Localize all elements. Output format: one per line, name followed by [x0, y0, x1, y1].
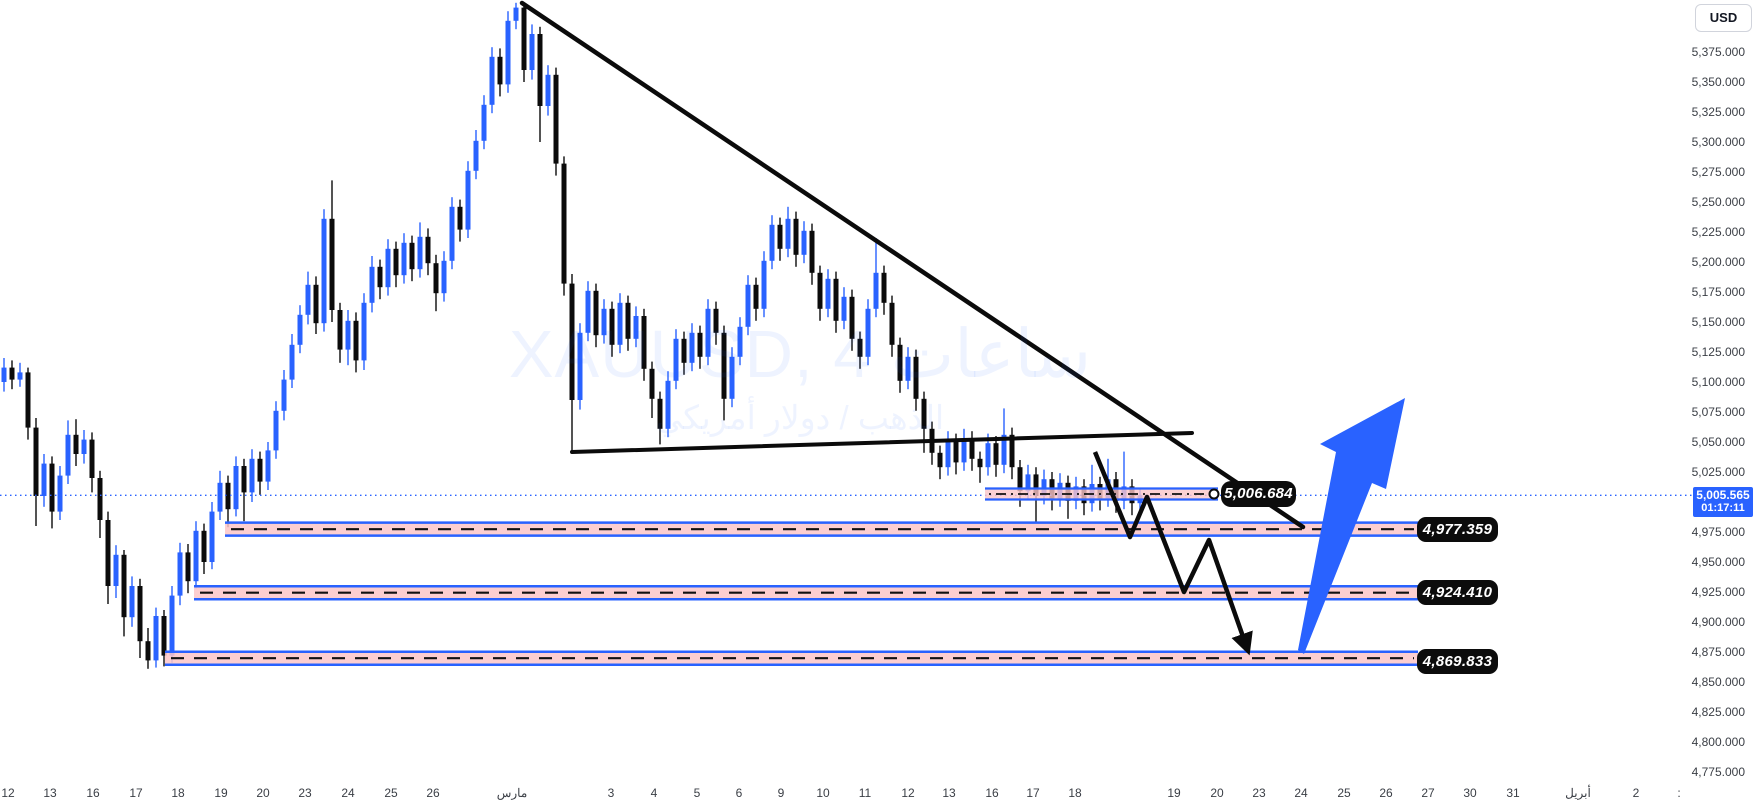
price-tick-label: 5,375.000: [1691, 45, 1745, 59]
price-tick-label: 4,775.000: [1691, 765, 1745, 779]
time-tick-label: أبريل: [1565, 786, 1591, 800]
time-tick-label: 27: [1421, 786, 1435, 800]
time-tick-label: 9: [777, 786, 785, 800]
price-tick-label: 5,225.000: [1691, 225, 1745, 239]
time-tick-label: 13: [43, 786, 57, 800]
time-tick-label: 23: [298, 786, 312, 800]
price-tick-label: 4,975.000: [1691, 525, 1745, 539]
time-tick-label: 26: [426, 786, 440, 800]
price-tick-label: 5,125.000: [1691, 345, 1745, 359]
time-tick-label: 12: [901, 786, 915, 800]
price-tick-label: 5,200.000: [1691, 255, 1745, 269]
time-tick-label: 13: [942, 786, 956, 800]
time-tick-label: مارس: [496, 786, 528, 800]
price-level-label-5006[interactable]: 5,006.684: [1221, 480, 1296, 507]
price-axis[interactable]: 5,375.000 5,350.000 5,325.000 5,300.000 5,27…: [1691, 0, 1753, 779]
time-tick-label: 20: [256, 786, 270, 800]
time-tick-label: 25: [1337, 786, 1351, 800]
price-tick-label: 5,275.000: [1691, 165, 1745, 179]
time-tick-label: 19: [1167, 786, 1181, 800]
price-level-label-4924[interactable]: 4,924.410: [1417, 580, 1498, 606]
price-tick-label: 4,925.000: [1691, 585, 1745, 599]
price-tick-label: 5,175.000: [1691, 285, 1745, 299]
time-tick-label: :: [1677, 786, 1681, 800]
time-tick-label: 24: [341, 786, 355, 800]
price-tick-label: 5,075.000: [1691, 405, 1745, 419]
time-tick-label: 6: [735, 786, 743, 800]
price-tick-label: 5,300.000: [1691, 135, 1745, 149]
support-resistance-zones: [165, 487, 1418, 666]
time-tick-label: 2: [1632, 786, 1640, 800]
price-tick-label: 4,950.000: [1691, 555, 1745, 569]
price-level-label-4977[interactable]: 4,977.359: [1417, 516, 1498, 542]
time-tick-label: 3: [607, 786, 615, 800]
currency-toggle-button[interactable]: USD: [1695, 4, 1752, 32]
price-tick-label: 5,350.000: [1691, 75, 1745, 89]
time-tick-label: 17: [129, 786, 143, 800]
time-tick-label: 20: [1210, 786, 1224, 800]
time-tick-label: 23: [1252, 786, 1266, 800]
price-tick-label: 5,150.000: [1691, 315, 1745, 329]
current-price-badge: 5,005.565 01:17:11: [1693, 487, 1753, 518]
time-tick-label: 16: [985, 786, 999, 800]
price-tick-label: 4,875.000: [1691, 645, 1745, 659]
time-tick-label: 17: [1026, 786, 1040, 800]
time-axis[interactable]: 12 13 16 17 18 19 20 23 24 25 26 مارس 3 4 5 6 9 10 11 12 13 1…: [0, 778, 1753, 811]
price-tick-label: 4,825.000: [1691, 705, 1745, 719]
time-tick-label: 11: [858, 786, 872, 800]
time-tick-label: 12: [1, 786, 15, 800]
current-price-value: 5,005.565: [1696, 488, 1750, 503]
time-tick-label: 5: [693, 786, 701, 800]
projection-zigzag-arrow: [1092, 451, 1253, 656]
time-tick-label: 19: [214, 786, 228, 800]
price-tick-label: 5,250.000: [1691, 195, 1745, 209]
time-tick-label: 30: [1463, 786, 1477, 800]
price-tick-label: 4,900.000: [1691, 615, 1745, 629]
price-tick-label: 5,325.000: [1691, 105, 1745, 119]
candle-countdown-timer: 01:17:11: [1701, 502, 1745, 515]
time-tick-label: 18: [1068, 786, 1082, 800]
trendline-drawings: [519, 0, 1306, 530]
bullish-arrow-drawing: [1298, 398, 1405, 654]
price-tick-label: 5,100.000: [1691, 375, 1745, 389]
price-tick-label: 5,025.000: [1691, 465, 1745, 479]
time-tick-label: 31: [1506, 786, 1520, 800]
price-tick-label: 4,850.000: [1691, 675, 1745, 689]
price-tick-label: 4,800.000: [1691, 735, 1745, 749]
time-tick-label: 25: [384, 786, 398, 800]
time-tick-label: 10: [816, 786, 830, 800]
candlestick-series: [0, 2, 1692, 669]
time-tick-label: 26: [1379, 786, 1393, 800]
time-tick-label: 18: [171, 786, 185, 800]
price-tick-label: 5,050.000: [1691, 435, 1745, 449]
time-tick-label: 24: [1294, 786, 1308, 800]
price-level-label-4869[interactable]: 4,869.833: [1417, 649, 1498, 675]
time-tick-label: 4: [650, 786, 658, 800]
time-tick-label: 16: [86, 786, 100, 800]
